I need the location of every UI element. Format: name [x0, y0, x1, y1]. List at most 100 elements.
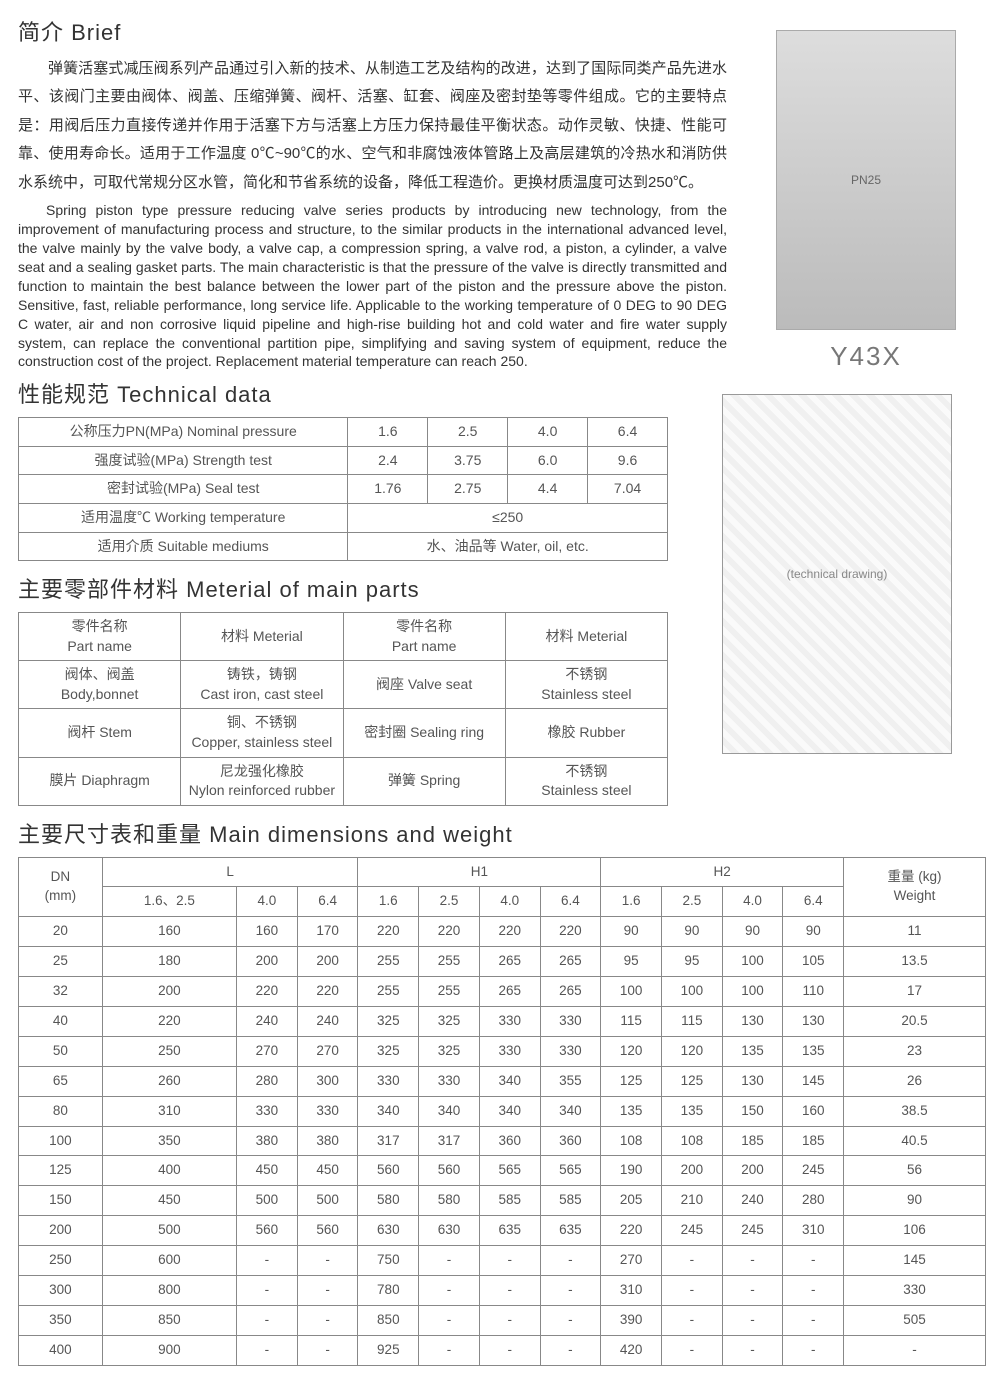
- valve-photo: PN25: [776, 30, 956, 330]
- dim-cell: -: [297, 1275, 358, 1305]
- dim-cell: 210: [661, 1186, 722, 1216]
- dim-cell: 90: [661, 917, 722, 947]
- dim-cell: -: [237, 1275, 298, 1305]
- dim-cell: -: [419, 1335, 480, 1365]
- dim-cell: 105: [783, 947, 844, 977]
- dim-cell: 450: [237, 1156, 298, 1186]
- tech-row-label: 强度试验(MPa) Strength test: [19, 446, 348, 475]
- dim-cell: 580: [358, 1186, 419, 1216]
- dim-header-sub: 2.5: [419, 887, 480, 917]
- materials-heading: 主要零部件材料 Meterial of main parts: [18, 575, 698, 606]
- dim-cell: 330: [297, 1096, 358, 1126]
- dim-header-sub: 1.6: [601, 887, 662, 917]
- dim-cell: 150: [19, 1186, 103, 1216]
- dim-cell: 90: [722, 917, 783, 947]
- dim-cell: 350: [19, 1305, 103, 1335]
- dim-cell: 90: [844, 1186, 986, 1216]
- model-label: Y43X: [830, 338, 902, 374]
- dim-cell: 560: [419, 1156, 480, 1186]
- dim-cell: 310: [601, 1275, 662, 1305]
- dim-cell: 390: [601, 1305, 662, 1335]
- dim-cell: 125: [601, 1066, 662, 1096]
- dim-cell: 585: [479, 1186, 540, 1216]
- dim-cell: -: [661, 1275, 722, 1305]
- dim-cell: 265: [479, 947, 540, 977]
- dim-cell: 330: [358, 1066, 419, 1096]
- dim-header-group: H1: [358, 857, 601, 887]
- dim-cell: 255: [358, 947, 419, 977]
- dim-cell: 125: [661, 1066, 722, 1096]
- dim-cell: 560: [297, 1216, 358, 1246]
- dim-header-sub: 1.6: [358, 887, 419, 917]
- tech-cell: 水、油品等 Water, oil, etc.: [348, 532, 668, 561]
- dim-cell: 170: [297, 917, 358, 947]
- dim-cell: 560: [237, 1216, 298, 1246]
- dim-cell: 205: [601, 1186, 662, 1216]
- dim-header-dn: DN(mm): [19, 857, 103, 917]
- dim-cell: 220: [102, 1006, 236, 1036]
- mat-cell: 尼龙强化橡胶Nylon reinforced rubber: [181, 757, 343, 805]
- dim-cell: 400: [19, 1335, 103, 1365]
- mat-cell: 密封圈 Sealing ring: [343, 709, 505, 757]
- dim-cell: 220: [479, 917, 540, 947]
- dimensions-table: DN(mm)LH1H2重量 (kg)Weight1.6、2.54.06.41.6…: [18, 857, 986, 1366]
- dim-cell: 245: [722, 1216, 783, 1246]
- dim-cell: 317: [358, 1126, 419, 1156]
- dim-cell: 340: [479, 1066, 540, 1096]
- mat-cell: 膜片 Diaphragm: [19, 757, 181, 805]
- dim-cell: 450: [102, 1186, 236, 1216]
- dim-cell: -: [722, 1335, 783, 1365]
- mat-cell: 阀杆 Stem: [19, 709, 181, 757]
- dim-cell: 265: [479, 977, 540, 1007]
- brief-english: Spring piston type pressure reducing val…: [18, 201, 727, 371]
- mat-header: 零件名称Part name: [19, 612, 181, 660]
- dim-cell: 325: [419, 1006, 480, 1036]
- dim-cell: 56: [844, 1156, 986, 1186]
- dim-cell: 325: [358, 1006, 419, 1036]
- dim-cell: 245: [661, 1216, 722, 1246]
- dim-header-sub: 4.0: [237, 887, 298, 917]
- dim-cell: 100: [601, 977, 662, 1007]
- dim-cell: 240: [237, 1006, 298, 1036]
- dim-cell: 340: [358, 1096, 419, 1126]
- dim-cell: 38.5: [844, 1096, 986, 1126]
- dim-cell: 505: [844, 1305, 986, 1335]
- tech-cell: 4.4: [508, 475, 588, 504]
- dim-header-weight: 重量 (kg)Weight: [844, 857, 986, 917]
- dim-cell: 280: [237, 1066, 298, 1096]
- mat-cell: 铜、不锈钢Copper, stainless steel: [181, 709, 343, 757]
- dim-cell: -: [297, 1246, 358, 1276]
- dim-cell: 350: [102, 1126, 236, 1156]
- dim-cell: 135: [661, 1096, 722, 1126]
- dim-header-sub: 6.4: [783, 887, 844, 917]
- dim-cell: 20: [19, 917, 103, 947]
- dim-cell: 200: [297, 947, 358, 977]
- dim-cell: 130: [722, 1066, 783, 1096]
- dim-cell: 200: [722, 1156, 783, 1186]
- dim-cell: 635: [540, 1216, 601, 1246]
- tech-row-label: 密封试验(MPa) Seal test: [19, 475, 348, 504]
- dim-cell: 850: [358, 1305, 419, 1335]
- dim-cell: 265: [540, 947, 601, 977]
- tech-cell: 6.4: [588, 418, 668, 447]
- dim-cell: 23: [844, 1036, 986, 1066]
- dim-cell: 400: [102, 1156, 236, 1186]
- dim-cell: 90: [783, 917, 844, 947]
- dim-cell: -: [237, 1246, 298, 1276]
- dim-cell: 145: [844, 1246, 986, 1276]
- dim-cell: 40.5: [844, 1126, 986, 1156]
- dim-cell: 160: [102, 917, 236, 947]
- dim-cell: 925: [358, 1335, 419, 1365]
- dim-cell: 11: [844, 917, 986, 947]
- dim-header-sub: 4.0: [722, 887, 783, 917]
- tech-cell: ≤250: [348, 503, 668, 532]
- dim-cell: 360: [540, 1126, 601, 1156]
- dim-cell: 565: [540, 1156, 601, 1186]
- dim-cell: 565: [479, 1156, 540, 1186]
- dim-cell: 115: [601, 1006, 662, 1036]
- dim-cell: 40: [19, 1006, 103, 1036]
- mat-cell: 不锈钢Stainless steel: [505, 757, 667, 805]
- dim-cell: 750: [358, 1246, 419, 1276]
- dim-cell: 317: [419, 1126, 480, 1156]
- dim-cell: -: [479, 1335, 540, 1365]
